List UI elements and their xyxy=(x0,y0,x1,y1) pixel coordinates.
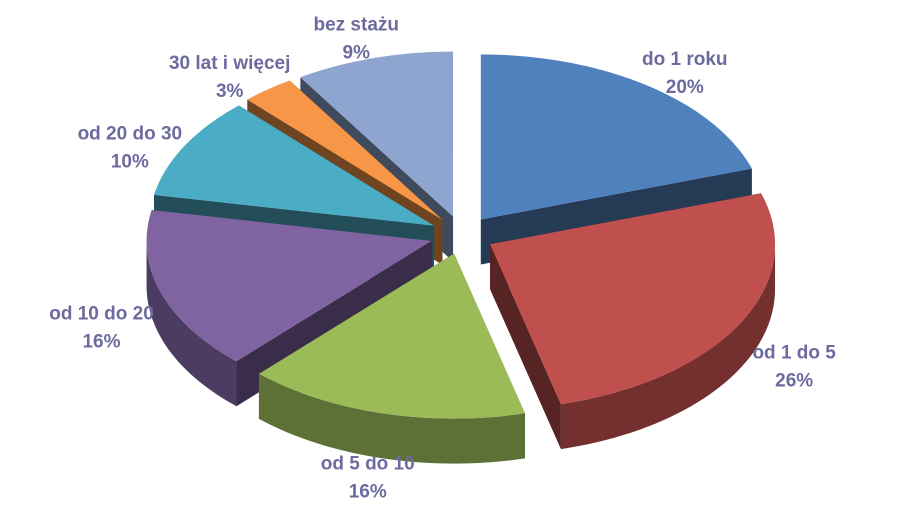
slice-label: od 20 do 30 xyxy=(78,123,183,144)
slice-side xyxy=(560,244,776,450)
slice-value-label: 26% xyxy=(775,371,813,392)
slice-value-label: 20% xyxy=(666,77,704,98)
slice-value-label: 16% xyxy=(349,482,387,503)
slice xyxy=(300,51,454,217)
slice xyxy=(154,105,434,226)
slice xyxy=(258,253,525,464)
slice-label: od 5 do 10 xyxy=(321,454,415,475)
slice xyxy=(247,80,443,220)
slice-label: 30 lat i więcej xyxy=(169,53,290,74)
slice-value-label: 10% xyxy=(111,151,149,172)
slice-side xyxy=(258,373,525,464)
slice xyxy=(490,193,776,405)
slice-value-label: 3% xyxy=(216,81,244,102)
slice-label: od 1 do 5 xyxy=(752,343,836,364)
slice-label: od 10 do 20 xyxy=(49,303,154,324)
slice xyxy=(490,193,776,450)
slice-label: do 1 roku xyxy=(642,49,728,70)
slice-label: bez stażu xyxy=(313,14,399,35)
slice-side xyxy=(146,240,237,407)
slice-value-label: 16% xyxy=(82,331,120,352)
slice xyxy=(146,210,432,362)
slice xyxy=(480,54,752,220)
slice xyxy=(258,253,525,419)
slice-side xyxy=(490,244,561,450)
slice-value-label: 9% xyxy=(343,42,371,63)
